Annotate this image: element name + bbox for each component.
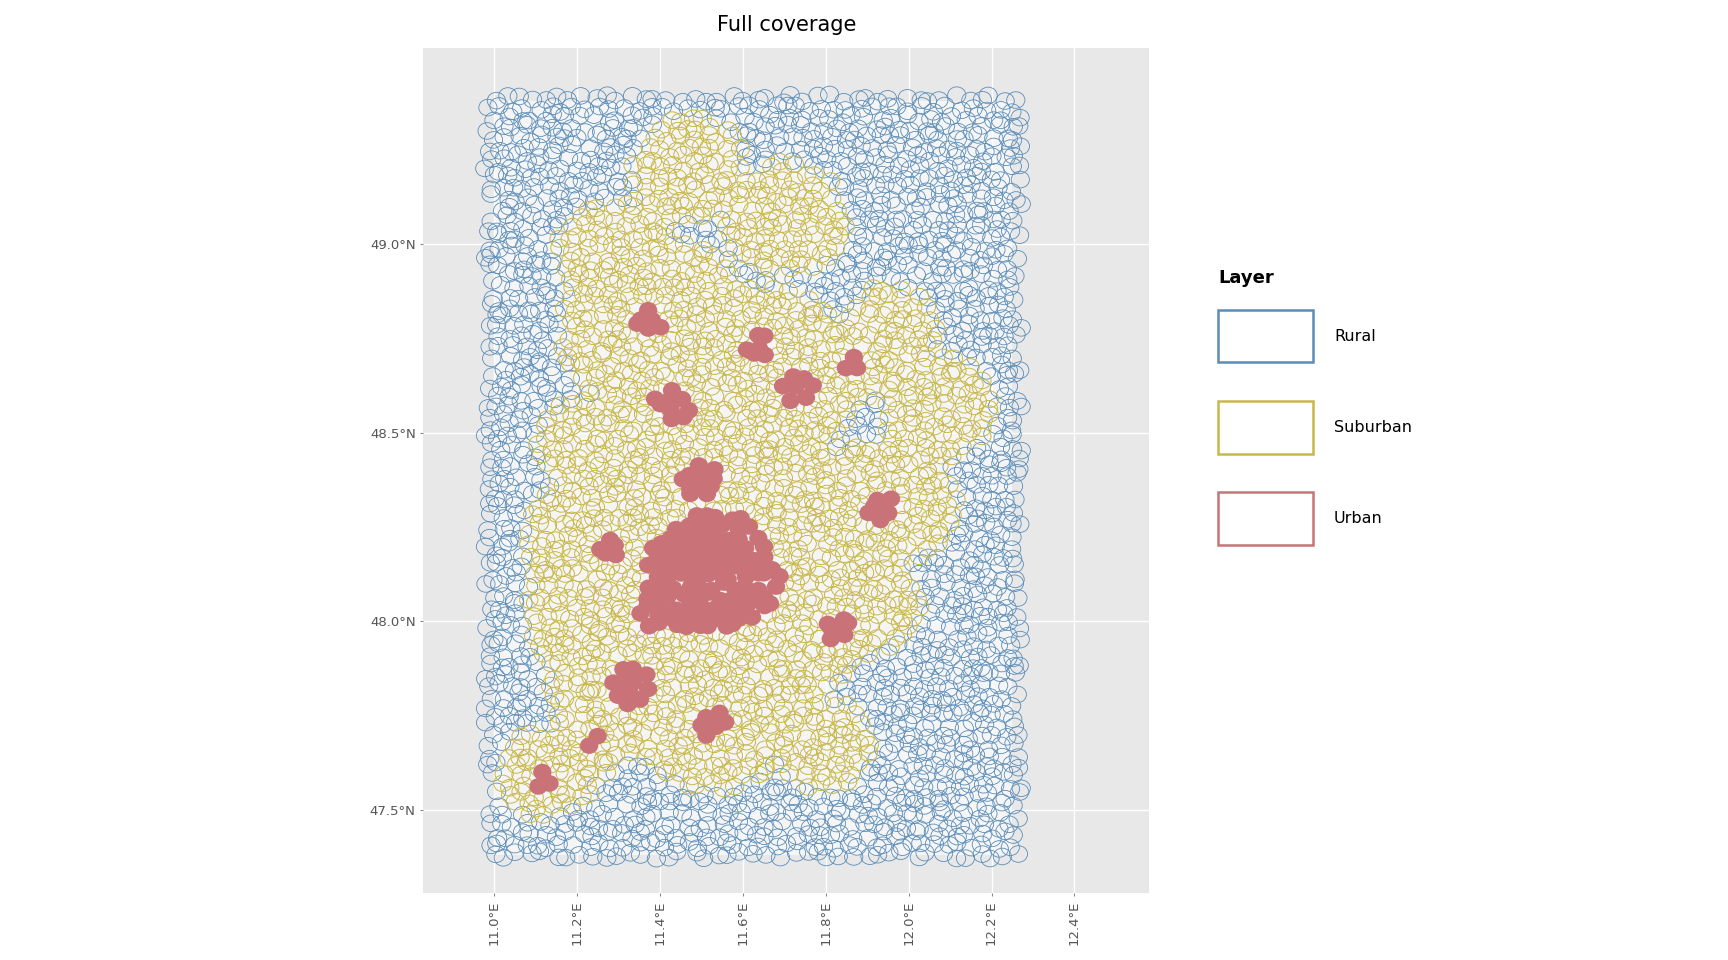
Bar [494, 101, 1013, 855]
Title: Full coverage: Full coverage [717, 15, 855, 36]
Text: Rural: Rural [1334, 328, 1375, 344]
Text: Urban: Urban [1334, 511, 1382, 526]
Text: Suburban: Suburban [1334, 420, 1412, 435]
Text: Layer: Layer [1218, 269, 1274, 287]
